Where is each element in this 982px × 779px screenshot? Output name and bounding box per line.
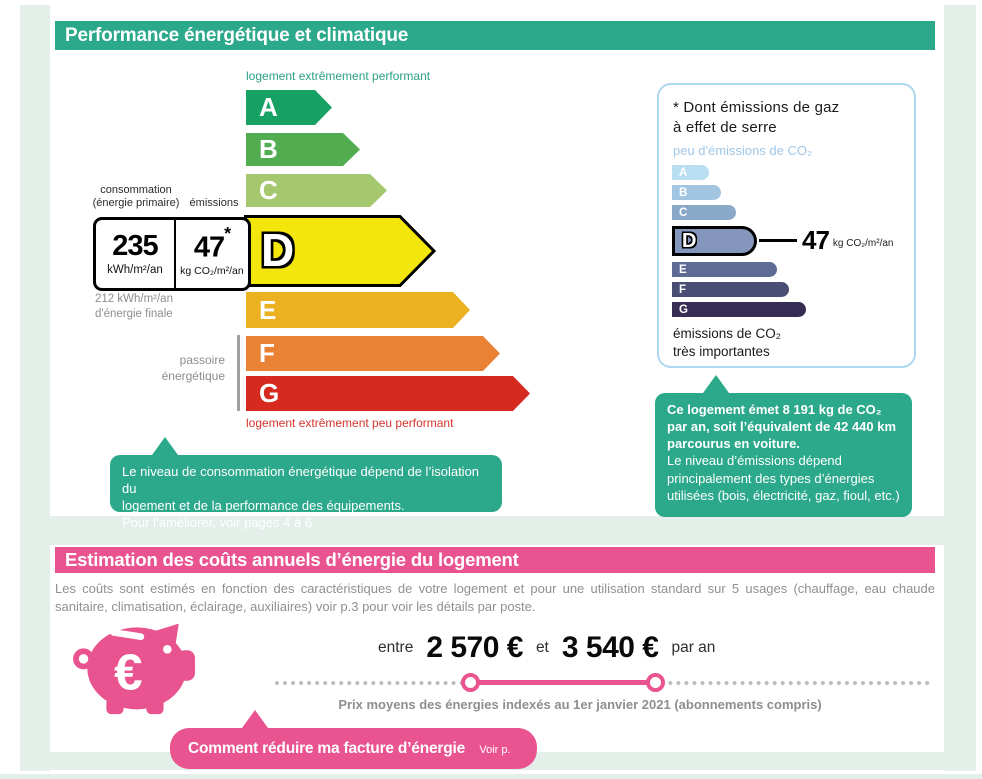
- callout-tail-icon: [152, 437, 178, 455]
- energy-class-b-letter: B: [259, 134, 278, 164]
- ges-class-g-bar: G: [672, 302, 806, 317]
- energy-sieve-label: passoire énergétique: [161, 353, 225, 383]
- ges-value: 47: [802, 225, 830, 255]
- energy-callout: Le niveau de consommation énergétique dé…: [110, 455, 502, 530]
- emissions-unit: kg CO₂/m²/an: [180, 265, 244, 278]
- energy-class-f-letter: F: [259, 338, 275, 368]
- ges-class-e-letter: E: [679, 263, 687, 276]
- callout-tail-icon: [242, 710, 268, 728]
- ges-callout-bold-text: Ce logement émet 8 191 kg de CO₂ par an,…: [667, 402, 897, 452]
- consumption-header: consommation (énergie primaire): [92, 184, 180, 210]
- costs-section-title: Estimation des coûts annuels d’énergie d…: [55, 547, 935, 573]
- piggy-bank-icon: €: [73, 623, 195, 715]
- callout-tail-icon: [703, 375, 729, 393]
- background-accent-middle: [20, 516, 976, 545]
- consumption-unit: kWh/m²/an: [107, 264, 163, 276]
- ges-class-f-bar: F: [672, 282, 789, 297]
- ges-panel: * Dont émissions de gaz à effet de serre…: [657, 83, 916, 368]
- ges-class-e-bar: E: [672, 262, 777, 277]
- energy-class-e-arrow: E: [246, 292, 470, 328]
- ges-class-c-bar: C: [672, 205, 736, 220]
- energy-class-a-arrow: A: [246, 90, 332, 125]
- background-accent-edge: [0, 774, 982, 779]
- energy-value-box: 235 kWh/m²/an 47* kg CO₂/m²/an: [93, 217, 251, 291]
- ges-class-g-letter: G: [679, 303, 688, 316]
- cost-min-value: 2 570 €: [426, 631, 523, 664]
- price-index-note: Prix moyens des énergies indexés au 1er …: [338, 697, 822, 712]
- scale-top-label: logement extrêmement performant: [246, 69, 431, 83]
- final-energy-note: 212 kWh/m²/an d'énergie finale: [95, 293, 173, 320]
- ges-high-label: émissions de CO₂ très importantes: [673, 326, 782, 359]
- and-label: et: [535, 639, 549, 656]
- costs-description: Les coûts sont estimés en fonction des c…: [55, 581, 935, 614]
- reduce-bill-see-page: Voir p. 3: [479, 744, 511, 756]
- ges-callout: Ce logement émet 8 191 kg de CO₂ par an,…: [655, 393, 912, 517]
- background-accent-right: [944, 5, 976, 771]
- svg-text:€: €: [114, 642, 143, 700]
- emissions-value: 47*: [193, 223, 231, 264]
- energy-class-d-letter: D: [261, 224, 295, 276]
- ges-class-a-letter: A: [679, 166, 688, 179]
- cost-range-segment: [470, 680, 655, 685]
- ges-class-b-letter: B: [679, 186, 688, 199]
- reduce-bill-question: Comment réduire ma facture d’énergie ?: [188, 740, 466, 757]
- energy-class-f-arrow: F: [246, 336, 500, 371]
- between-label: entre: [378, 639, 414, 656]
- ges-class-d-letter: D: [682, 229, 697, 252]
- scale-bottom-label: logement extrêmement peu performant: [246, 416, 454, 430]
- consumption-value: 235: [112, 230, 158, 262]
- value-box-column-headers: consommation (énergie primaire) émission…: [90, 184, 250, 210]
- per-year-label: par an: [671, 639, 716, 656]
- ges-low-label: peu d'émissions de CO₂: [673, 143, 813, 158]
- ges-class-f-letter: F: [679, 283, 687, 296]
- emissions-cell: 47* kg CO₂/m²/an: [176, 220, 248, 288]
- ges-class-d-row: D 47 kg CO₂/m²/an: [672, 225, 893, 256]
- background-accent-left: [20, 5, 50, 771]
- annual-cost-estimate: entre 2 570 € et 3 540 € par an: [378, 628, 715, 668]
- consumption-cell: 235 kWh/m²/an: [96, 220, 176, 288]
- ges-class-c-letter: C: [679, 206, 688, 219]
- ges-value-unit: kg CO₂/m²/an: [832, 238, 894, 249]
- energy-class-c-arrow: C: [246, 174, 387, 207]
- ges-class-a-bar: A: [672, 165, 709, 180]
- reduce-bill-callout: Comment réduire ma facture d’énergie ? V…: [170, 728, 537, 769]
- energy-section-title: Performance énergétique et climatique: [55, 21, 935, 50]
- energy-class-g-letter: G: [259, 378, 280, 408]
- asterisk: *: [224, 223, 231, 244]
- ges-class-b-bar: B: [672, 185, 721, 200]
- ges-panel-title: * Dont émissions de gaz à effet de serre: [673, 99, 840, 136]
- energy-class-a-letter: A: [259, 92, 278, 122]
- ges-class-d-bar: D: [672, 225, 757, 256]
- energy-class-c-letter: C: [259, 175, 278, 205]
- ges-value-connector: [759, 239, 797, 242]
- energy-sieve-bracket: [237, 335, 240, 411]
- ges-callout-normal-text: Le niveau d’émissions dépend principalem…: [667, 453, 900, 503]
- emissions-header: émissions: [189, 197, 239, 210]
- cost-max-value: 3 540 €: [561, 631, 659, 664]
- energy-class-b-arrow: B: [246, 133, 360, 166]
- energy-class-e-letter: E: [259, 294, 277, 325]
- cost-range-min-handle: [461, 673, 480, 692]
- energy-class-g-arrow: G: [246, 376, 530, 411]
- cost-range-max-handle: [646, 673, 665, 692]
